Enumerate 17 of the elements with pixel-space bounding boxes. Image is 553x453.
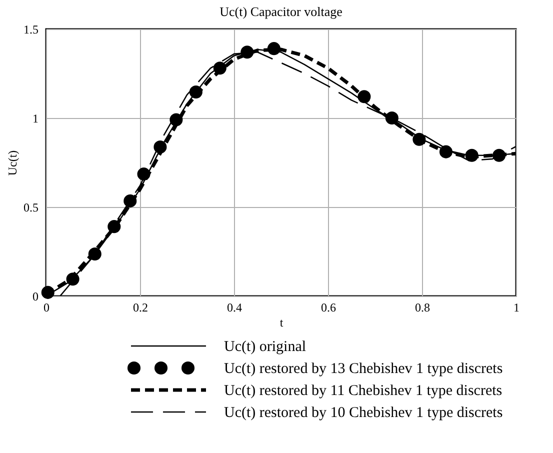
legend-label: Uc(t) original (224, 339, 306, 355)
x-tick-label: 0.8 (415, 300, 430, 314)
legend-label: Uc(t) restored by 11 Chebishev 1 type discrets (224, 383, 502, 399)
x-tick-label: 1 (514, 300, 520, 314)
legend-label: Uc(t) restored by 13 Chebishev 1 type discrets (224, 361, 503, 377)
x-tick-label: 0 (44, 300, 50, 314)
legend-label: Uc(t) restored by 10 Chebishev 1 type discrets (224, 405, 503, 421)
y-tick-label: 1 (32, 112, 38, 126)
y-tick-label: 0.5 (24, 200, 38, 214)
y-tick-label: 0 (32, 290, 38, 304)
x-axis-title: t (280, 316, 284, 330)
x-tick-label: 0.2 (133, 300, 148, 314)
x-tick-label: 0.6 (321, 300, 336, 314)
y-axis-title: Uc(t) (6, 150, 20, 176)
y-tick-label: 1.5 (24, 22, 38, 36)
chart-title: Uc(t) Capacitor voltage (220, 4, 343, 19)
x-tick-label: 0.4 (227, 300, 242, 314)
